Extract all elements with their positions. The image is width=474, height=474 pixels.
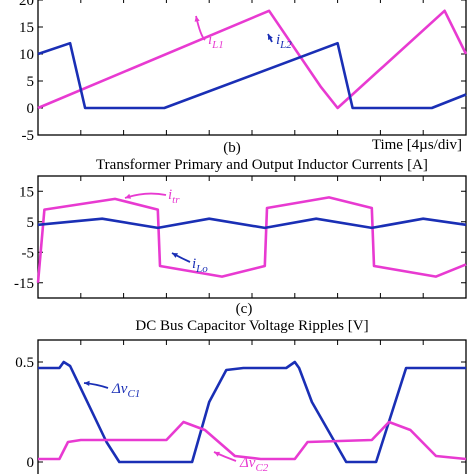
series-line-i-tr — [36, 196, 467, 283]
series-label: iL1 — [208, 32, 224, 51]
y-tick-label: 0.5 — [15, 355, 34, 371]
label-pointer — [124, 192, 167, 199]
y-tick-label: 15 — [19, 20, 34, 36]
series-line--v-c2 — [38, 420, 467, 461]
plot-frame — [37, 339, 467, 474]
arrow-head-icon — [125, 193, 131, 199]
series-label: iL2 — [276, 32, 292, 51]
series-label: ΔvC2 — [239, 455, 269, 474]
panel-letter: (b) — [223, 140, 241, 156]
y-tick-label: 0 — [27, 101, 35, 117]
arrow-head-icon — [268, 34, 273, 40]
arrow-head-icon — [84, 380, 90, 386]
chart-title: Transformer Primary and Output Inductor … — [96, 157, 428, 173]
y-tick-label: 10 — [19, 47, 34, 63]
panel-letter: (c) — [236, 301, 253, 317]
panel-transformer-currents: Transformer Primary and Output Inductor … — [14, 157, 467, 317]
y-tick-label: -5 — [22, 245, 35, 261]
y-tick-label: 20 — [19, 0, 34, 9]
series-line-i-lo — [37, 217, 467, 230]
series-label: ΔvC1 — [111, 381, 140, 400]
y-tick-label: 0 — [27, 455, 35, 471]
y-tick-label: 5 — [27, 74, 35, 90]
y-tick-label: -15 — [14, 276, 34, 292]
panel-inductor-currents: 20 15 10 5 0 -5 iL1 iL2 (b) Time [4µs/div] — [19, 0, 468, 156]
series-line-i-l1 — [37, 9, 468, 110]
series-line-i-l2 — [37, 41, 467, 110]
x-axis-label: Time [4µs/div] — [372, 137, 462, 153]
y-tick-label: 15 — [19, 184, 34, 200]
chart-title: DC Bus Capacitor Voltage Ripples [V] — [135, 318, 368, 334]
series-line--v-c1 — [38, 360, 466, 464]
plot-frame — [37, 175, 467, 299]
arrow-head-icon — [172, 253, 178, 258]
arrow-head-icon — [194, 16, 200, 22]
series-label: itr — [168, 187, 180, 206]
series-label: iLo — [192, 256, 208, 275]
plot-frame — [37, 0, 467, 136]
panel-capacitor-ripples: DC Bus Capacitor Voltage Ripples [V] 0.5… — [15, 318, 467, 474]
y-tick-label: 5 — [27, 215, 35, 231]
arrow-head-icon — [214, 451, 220, 457]
y-tick-label: -5 — [22, 128, 35, 144]
